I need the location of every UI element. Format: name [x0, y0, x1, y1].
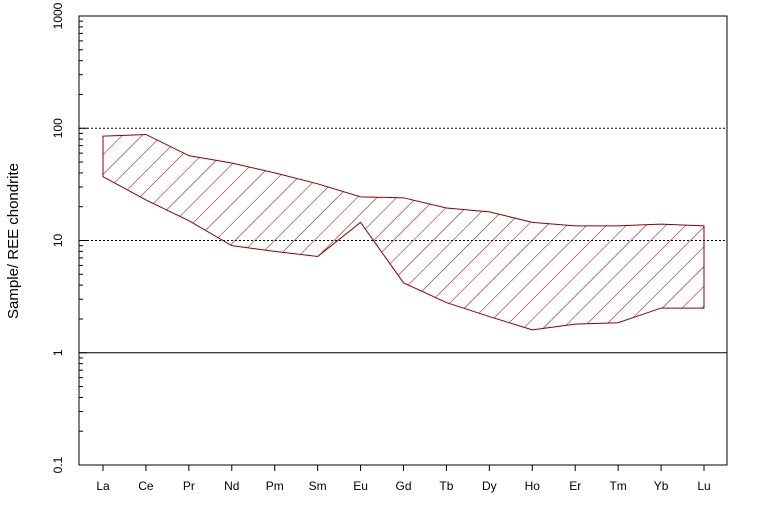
x-tick-label: La	[96, 479, 110, 493]
x-axis: La Ce Pr Nd Pm Sm Eu Gd Tb Dy Ho Er Tm Yb Lu	[96, 465, 711, 493]
x-tick-label: Tb	[439, 479, 453, 493]
y-tick-label: 10	[51, 234, 65, 248]
x-tick-label: Ce	[138, 479, 154, 493]
y-axis: 0.1 1 10 100 1000	[51, 2, 87, 473]
y-tick-label: 1000	[51, 2, 65, 29]
x-tick-label: Pr	[183, 479, 195, 493]
x-tick-label: Ho	[525, 479, 541, 493]
x-tick-label: Er	[569, 479, 581, 493]
x-tick-label: Yb	[654, 479, 669, 493]
x-tick-label: Lu	[697, 479, 710, 493]
x-tick-label: Dy	[482, 479, 497, 493]
y-tick-label: 1	[51, 349, 65, 356]
x-tick-label: Eu	[353, 479, 368, 493]
x-tick-label: Gd	[395, 479, 411, 493]
y-axis-label: Sample/ REE chondrite	[5, 163, 22, 319]
x-tick-label: Nd	[224, 479, 239, 493]
y-tick-label: 100	[51, 118, 65, 138]
x-tick-label: Pm	[266, 479, 284, 493]
ree-band	[102, 133, 705, 331]
x-tick-label: Sm	[309, 479, 327, 493]
x-tick-label: Tm	[609, 479, 626, 493]
ree-band-area	[102, 133, 705, 331]
y-tick-label: 0.1	[51, 456, 65, 473]
